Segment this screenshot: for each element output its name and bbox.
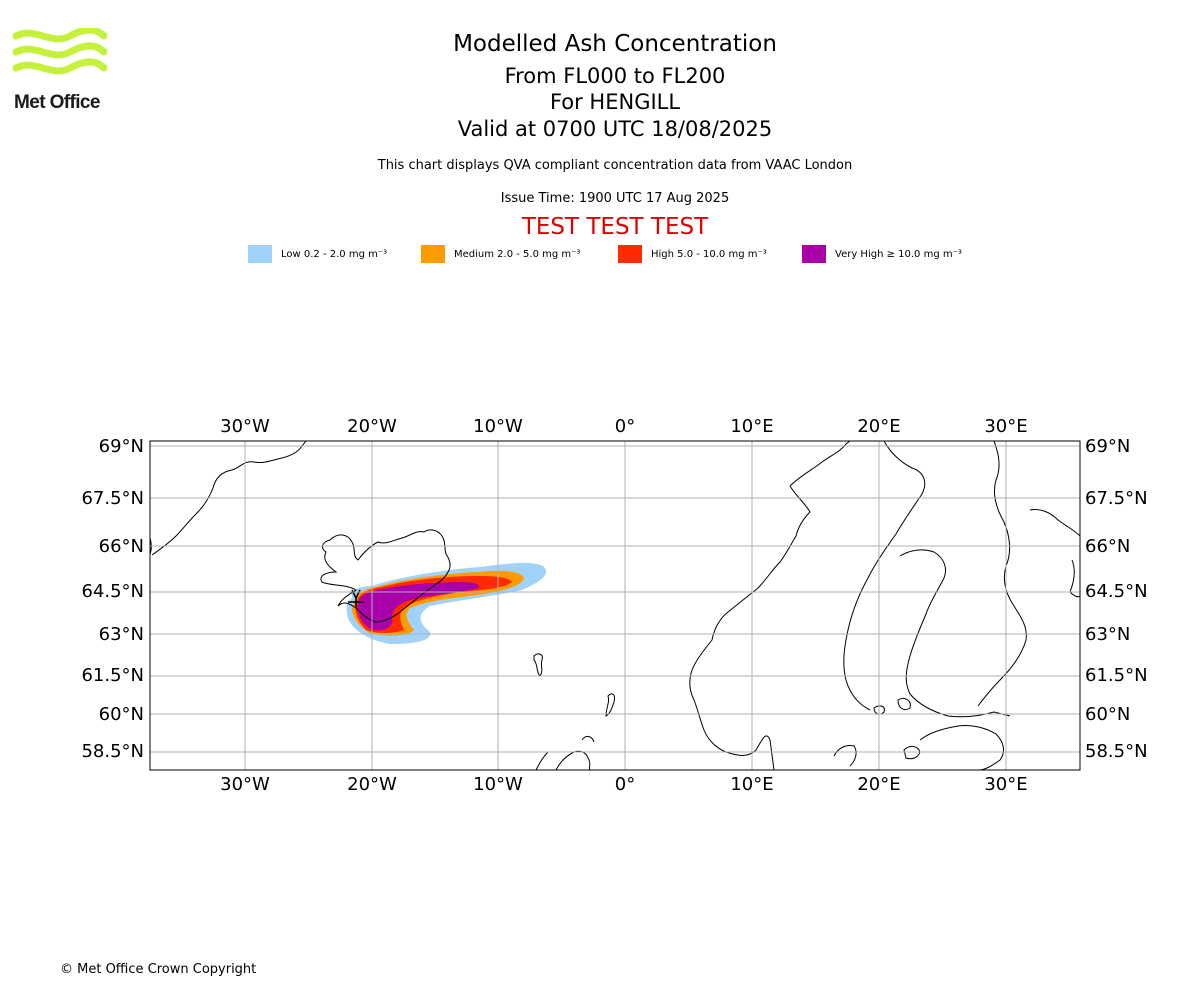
ash-very-high-area bbox=[357, 582, 480, 631]
issue-time: Issue Time: 1900 UTC 17 Aug 2025 bbox=[500, 191, 730, 206]
lat-label-left: 69°N bbox=[99, 436, 144, 457]
legend-label-low: Low 0.2 - 2.0 mg m⁻³ bbox=[281, 248, 388, 260]
compliance-note: This chart displays QVA compliant concen… bbox=[377, 158, 853, 173]
chart-title: Modelled Ash Concentration bbox=[453, 31, 777, 57]
lon-label-bottom: 20°E bbox=[857, 774, 900, 795]
lon-label-bottom: 20°W bbox=[347, 774, 397, 795]
lat-label-right: 60°N bbox=[1085, 704, 1130, 725]
lat-label-right: 67.5°N bbox=[1085, 488, 1148, 509]
scotland-coast bbox=[535, 735, 595, 770]
lon-label-top: 0° bbox=[615, 416, 635, 437]
lat-label-left: 61.5°N bbox=[81, 665, 144, 686]
norway-coast bbox=[689, 441, 851, 770]
lat-label-left: 58.5°N bbox=[81, 741, 144, 762]
logo-text: Met Office bbox=[14, 92, 100, 113]
lon-label-top: 20°W bbox=[347, 416, 397, 437]
lat-label-right: 61.5°N bbox=[1085, 665, 1148, 686]
volcano-marker bbox=[348, 589, 364, 608]
valid-time: Valid at 0700 UTC 18/08/2025 bbox=[457, 117, 773, 141]
legend-swatch-high bbox=[618, 245, 642, 263]
lon-label-bottom: 10°W bbox=[473, 774, 523, 795]
sweden-finland-coast bbox=[843, 441, 1011, 718]
lon-label-top: 10°W bbox=[473, 416, 523, 437]
legend-item-medium: Medium 2.0 - 5.0 mg m⁻³ bbox=[421, 244, 580, 264]
lon-label-top: 30°E bbox=[984, 416, 1027, 437]
legend-item-high: High 5.0 - 10.0 mg m⁻³ bbox=[618, 244, 767, 264]
test-banner: TEST TEST TEST bbox=[521, 214, 709, 240]
volcano-name: For HENGILL bbox=[549, 90, 681, 114]
lon-label-bottom: 30°W bbox=[220, 774, 270, 795]
shetland bbox=[605, 693, 615, 717]
iceland-coast bbox=[320, 529, 451, 623]
lon-label-bottom: 10°E bbox=[730, 774, 773, 795]
legend-label-high: High 5.0 - 10.0 mg m⁻³ bbox=[651, 248, 767, 260]
lon-label-top: 10°E bbox=[730, 416, 773, 437]
copyright-notice: © Met Office Crown Copyright bbox=[60, 962, 257, 977]
legend-item-very-high: Very High ≥ 10.0 mg m⁻³ bbox=[802, 244, 962, 264]
lat-label-left: 64.5°N bbox=[81, 581, 144, 602]
lat-label-right: 64.5°N bbox=[1085, 581, 1148, 602]
met-office-logo bbox=[12, 28, 108, 75]
graticule bbox=[150, 441, 1080, 770]
lat-label-left: 66°N bbox=[99, 536, 144, 557]
legend-swatch-low bbox=[248, 245, 272, 263]
lon-label-bottom: 0° bbox=[615, 774, 635, 795]
legend-item-low: Low 0.2 - 2.0 mg m⁻³ bbox=[248, 244, 387, 264]
legend-swatch-medium bbox=[421, 245, 445, 263]
flight-levels: From FL000 to FL200 bbox=[504, 64, 726, 88]
baltic-coast bbox=[833, 725, 1004, 770]
legend-label-very-high: Very High ≥ 10.0 mg m⁻³ bbox=[835, 248, 962, 260]
lat-label-right: 69°N bbox=[1085, 436, 1130, 457]
faroe-islands bbox=[533, 653, 543, 677]
lat-label-right: 66°N bbox=[1085, 536, 1130, 557]
legend-label-medium: Medium 2.0 - 5.0 mg m⁻³ bbox=[454, 248, 581, 260]
lon-label-bottom: 30°E bbox=[984, 774, 1027, 795]
map-frame bbox=[149, 440, 1081, 771]
lon-label-top: 30°W bbox=[220, 416, 270, 437]
lon-label-top: 20°E bbox=[857, 416, 900, 437]
russia-coast bbox=[977, 441, 1080, 707]
lat-label-right: 58.5°N bbox=[1085, 741, 1148, 762]
lat-label-right: 63°N bbox=[1085, 624, 1130, 645]
greenland-coast bbox=[150, 441, 307, 556]
lat-label-left: 67.5°N bbox=[81, 488, 144, 509]
lat-label-left: 63°N bbox=[99, 624, 144, 645]
lat-label-left: 60°N bbox=[99, 704, 144, 725]
legend-swatch-very-high bbox=[802, 245, 826, 263]
